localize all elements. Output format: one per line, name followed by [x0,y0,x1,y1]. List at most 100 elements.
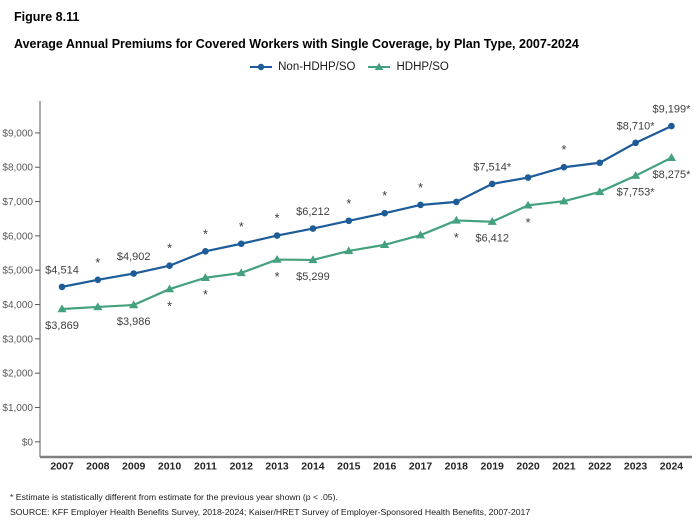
significance-asterisk: * [275,270,280,284]
data-point [309,225,317,232]
data-point [417,201,424,209]
significance-asterisk: * [203,288,208,302]
data-point [57,304,67,313]
line-triangle-marker-icon [368,62,391,70]
significance-asterisk: * [561,143,566,157]
data-point [93,302,103,311]
y-tick-label: $0 [22,437,34,448]
y-tick-label: $6,000 [2,231,33,242]
footnote-significance: * Estimate is statistically different fr… [10,492,338,502]
data-point [130,270,137,277]
x-tick-label: 2022 [588,461,612,473]
significance-asterisk: * [275,212,280,226]
x-tick-label: 2020 [516,461,540,473]
legend-item-hdhp: HDHP/SO [367,61,449,73]
data-point [200,273,210,281]
data-point [487,217,497,225]
data-point [345,217,353,225]
significance-asterisk: * [382,189,387,203]
data-point-label: $7,514* [473,161,512,173]
data-point [523,200,533,209]
data-point-label: $7,753* [617,187,656,199]
y-tick-label: $3,000 [2,334,33,345]
figure-title: Average Annual Premiums for Covered Work… [14,37,579,51]
y-tick-label: $8,000 [2,163,33,174]
x-tick-label: 2007 [50,461,74,473]
significance-asterisk: * [346,197,351,211]
data-point-label: $8,275* [652,169,691,181]
y-tick-label: $2,000 [2,369,33,380]
data-point [453,198,460,206]
significance-asterisk: * [167,242,172,256]
significance-asterisk: * [526,216,531,230]
data-point-label: $9,199* [652,104,691,116]
x-tick-label: 2015 [337,461,361,473]
legend-label-hdhp: HDHP/SO [396,61,449,73]
series-hdhp-so: $3,869 $3,986 $5,299 $6,412 $7,753* $8,275* * *… [45,153,691,332]
data-point [308,255,318,264]
data-point [488,180,496,188]
line-circle-marker-icon [250,63,273,71]
x-tick-label: 2012 [230,461,254,473]
significance-asterisk: * [454,231,459,245]
data-point-label: $5,299 [296,271,330,283]
data-point [381,209,388,217]
data-point [559,196,569,205]
series-line [61,125,672,288]
x-tick-label: 2011 [194,461,217,473]
data-point [595,187,605,196]
series-line [61,156,672,311]
data-point [202,248,209,255]
x-tick-label: 2014 [301,461,325,473]
significance-asterisk: * [418,181,423,195]
data-point-label: $3,869 [45,320,79,332]
data-point [237,240,245,248]
x-tick-label: 2018 [445,461,469,473]
x-tick-label: 2013 [265,461,289,473]
data-point-label: $3,986 [117,316,151,328]
x-tick-label: 2008 [86,461,110,473]
data-point [560,163,568,171]
data-point [666,153,677,161]
data-point [631,171,641,179]
data-point [668,122,675,130]
figure-number: Figure 8.11 [14,10,80,24]
axes: $0 $1,000 $2,000 $3,000 $4,000 $5,000 $6,000 $7… [2,101,692,473]
data-point [632,139,639,147]
legend-label-non-hdhp: Non-HDHP/SO [278,61,356,73]
data-point [236,268,246,277]
premiums-line-chart: $0 $1,000 $2,000 $3,000 $4,000 $5,000 $6,000 $7… [0,93,698,488]
data-point [94,276,102,284]
data-point [58,283,66,291]
data-point [273,232,281,239]
y-tick-label: $9,000 [2,128,33,139]
x-tick-label: 2024 [660,461,684,473]
x-tick-label: 2023 [624,461,648,473]
x-tick-label: 2017 [409,461,433,473]
data-point [415,230,426,239]
y-tick-label: $1,000 [2,403,33,414]
x-tick-label: 2016 [373,461,397,473]
chart-legend: Non-HDHP/SO HDHP/SO [0,61,698,73]
data-point-label: $4,902 [117,251,151,263]
legend-item-non-hdhp: Non-HDHP/SO [249,61,355,73]
data-point [166,262,173,270]
significance-asterisk: * [95,256,100,270]
data-point-label: $4,514 [45,264,79,276]
x-tick-label: 2010 [158,461,182,473]
data-point-label: $6,412 [475,233,509,245]
significance-asterisk: * [167,300,172,314]
significance-asterisk: * [239,220,244,234]
significance-asterisk: * [203,227,208,241]
x-tick-label: 2019 [481,461,505,473]
data-point [129,300,139,309]
series-non-hdhp-so: $4,514 $4,902 $6,212 $7,514* $8,710* $9,199* *… [45,104,691,291]
footnote-source: SOURCE: KFF Employer Health Benefits Sur… [10,507,531,517]
x-tick-label: 2009 [122,461,146,473]
chart-canvas: $0 $1,000 $2,000 $3,000 $4,000 $5,000 $6,000 $7… [2,101,692,473]
data-point [344,246,354,255]
data-point [380,240,390,248]
y-tick-label: $4,000 [2,300,33,311]
y-tick-label: $5,000 [2,266,33,277]
data-point [272,254,282,263]
